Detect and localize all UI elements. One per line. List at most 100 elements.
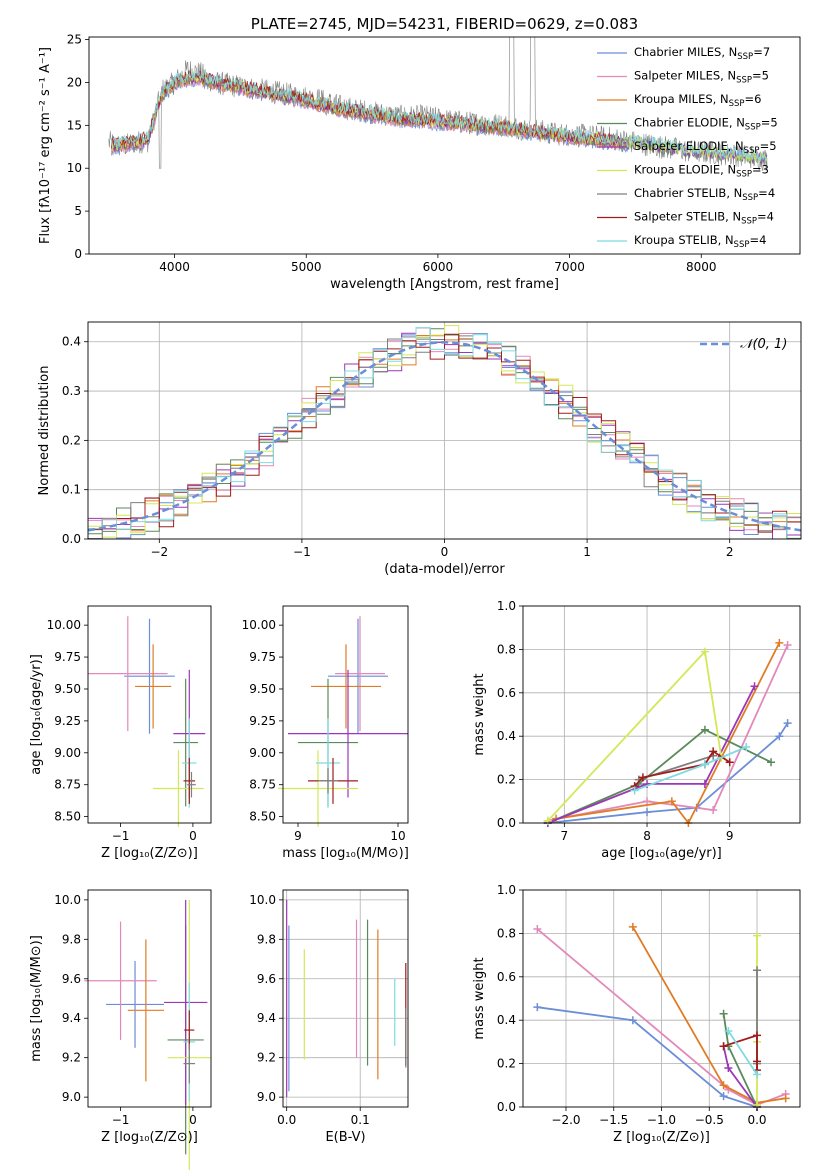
plot-area xyxy=(88,616,206,827)
axes-age-mass: 9 10 8.50 8.75 9.00 9.25 9.50 9.75 10.00 mass [lo… xyxy=(242,605,409,861)
axes-mass-ebv: 0.0 0.1 9.0 9.2 9.4 9.6 9.8 10.0 E(B-V) xyxy=(249,889,409,1145)
axes-frame xyxy=(87,605,212,824)
y-tick-label: 9.50 xyxy=(249,682,276,696)
legend-n: N xyxy=(720,92,729,106)
y-tick-label: 9.00 xyxy=(54,746,81,760)
axes-frame xyxy=(88,36,801,255)
y-tick-label: 0.4 xyxy=(497,1013,516,1027)
y-tick-label: 10.0 xyxy=(54,893,81,907)
y-tick-label: 9.8 xyxy=(257,932,276,946)
errorbar-point xyxy=(311,644,381,729)
legend-nssp: 3 xyxy=(762,163,769,177)
y-tick-label: 0 xyxy=(74,247,82,261)
series-line xyxy=(727,1030,758,1075)
legend-n: N xyxy=(725,233,734,247)
legend-eq: = xyxy=(757,210,767,224)
y-tick-label: 9.8 xyxy=(62,932,81,946)
y-tick-label: 0.1 xyxy=(62,483,81,497)
series-marker xyxy=(753,1031,762,1040)
legend-name: Salpeter ELODIE xyxy=(634,139,728,153)
plot-area xyxy=(88,325,801,539)
series-marker xyxy=(719,1042,728,1051)
plot-area xyxy=(543,638,792,827)
series-marker xyxy=(700,779,709,788)
axes-frame xyxy=(87,889,212,1108)
y-tick-label: 0.3 xyxy=(62,384,81,398)
legend-nssp: 4 xyxy=(768,186,775,200)
series-line xyxy=(723,1034,758,1071)
x-tick-label: 1 xyxy=(583,545,591,559)
x-tick-label: −1.0 xyxy=(647,1113,676,1127)
normal-curve xyxy=(88,340,801,532)
legend-nssp: 5 xyxy=(769,139,776,153)
plot-area xyxy=(108,37,768,171)
errorbar-point xyxy=(288,669,408,798)
x-tick-label: 10 xyxy=(390,829,405,843)
legend-entry: Chabrier ELODIE, NSSP=5 xyxy=(634,116,778,133)
axes-frame xyxy=(282,889,409,1108)
legend-n: N xyxy=(727,69,736,83)
errorbar-point xyxy=(124,618,175,734)
series-line xyxy=(555,642,781,825)
legend-eq: = xyxy=(752,163,762,177)
errorbar-point xyxy=(127,939,164,1082)
legend-sep: , xyxy=(713,92,720,106)
legend-eq: = xyxy=(758,186,768,200)
histogram-series xyxy=(88,333,801,533)
errorbar-point xyxy=(187,771,196,798)
y-tick-label: 0.2 xyxy=(497,773,516,787)
legend-entry: Salpeter ELODIE, NSSP=5 xyxy=(634,139,777,156)
legend-nssp: 5 xyxy=(770,116,777,130)
x-axis-label: Z [log₁₀(Z/Z⊙)] xyxy=(101,1130,198,1145)
y-tick-label: 9.6 xyxy=(257,972,276,986)
y-tick-label: 1.0 xyxy=(497,599,516,613)
legend-entry: Chabrier MILES, NSSP=7 xyxy=(634,45,770,62)
axes-spectrum: 4000 5000 6000 7000 8000 0 5 10 15 20 25 wavelength… xyxy=(38,15,801,292)
series-marker xyxy=(753,931,762,940)
series-marker xyxy=(667,797,676,806)
legend-sub: SSP xyxy=(741,217,757,227)
series-marker xyxy=(753,1057,762,1066)
legend-n: N xyxy=(734,186,743,200)
x-tick-label: −1 xyxy=(112,829,130,843)
model-spectrum xyxy=(111,70,630,150)
series-marker xyxy=(643,808,652,817)
series-marker xyxy=(753,1070,762,1079)
y-tick-label: 0.8 xyxy=(497,642,516,656)
y-tick-label: 1.0 xyxy=(497,883,516,897)
legend-n: N xyxy=(732,210,741,224)
legend-entry: Salpeter STELIB, NSSP=4 xyxy=(634,210,774,227)
errorbar-point xyxy=(184,1010,195,1050)
errorbar-point xyxy=(278,750,358,827)
y-axis-label: age [log₁₀(age/yr)] xyxy=(29,654,44,775)
series-line xyxy=(547,728,772,824)
legend-entry: Kroupa ELODIE, NSSP=3 xyxy=(634,163,769,180)
y-tick-label: 9.25 xyxy=(249,714,276,728)
y-tick-label: 9.0 xyxy=(62,1090,81,1104)
weight-series xyxy=(719,1031,762,1075)
legend-sub: SSP xyxy=(734,240,750,250)
y-tick-label: 9.4 xyxy=(257,1011,276,1025)
series-marker xyxy=(700,760,709,769)
x-tick-label: 6000 xyxy=(423,260,454,274)
legend-name: Kroupa MILES xyxy=(634,92,713,106)
y-tick-label: 10 xyxy=(67,161,82,175)
x-axis-label: age [log₁₀(age/yr)] xyxy=(601,846,722,861)
y-tick-label: 0.2 xyxy=(497,1057,516,1071)
legend-sep: , xyxy=(721,45,728,59)
y-tick-label: 9.2 xyxy=(62,1051,81,1065)
weight-series xyxy=(533,1003,762,1111)
axes-frame xyxy=(522,605,801,824)
legend-sep: , xyxy=(726,186,733,200)
x-tick-label: 0.0 xyxy=(277,1113,296,1127)
x-tick-label: 9 xyxy=(726,829,734,843)
legend-name: Kroupa ELODIE xyxy=(634,163,720,177)
legend-n: N xyxy=(727,163,736,177)
plot-area xyxy=(84,899,211,1170)
legend-nssp: 4 xyxy=(759,233,766,247)
axes-frame xyxy=(522,889,801,1108)
legend-name: Salpeter MILES xyxy=(634,69,720,83)
y-tick-label: 8.75 xyxy=(249,778,276,792)
series-marker xyxy=(709,805,718,814)
